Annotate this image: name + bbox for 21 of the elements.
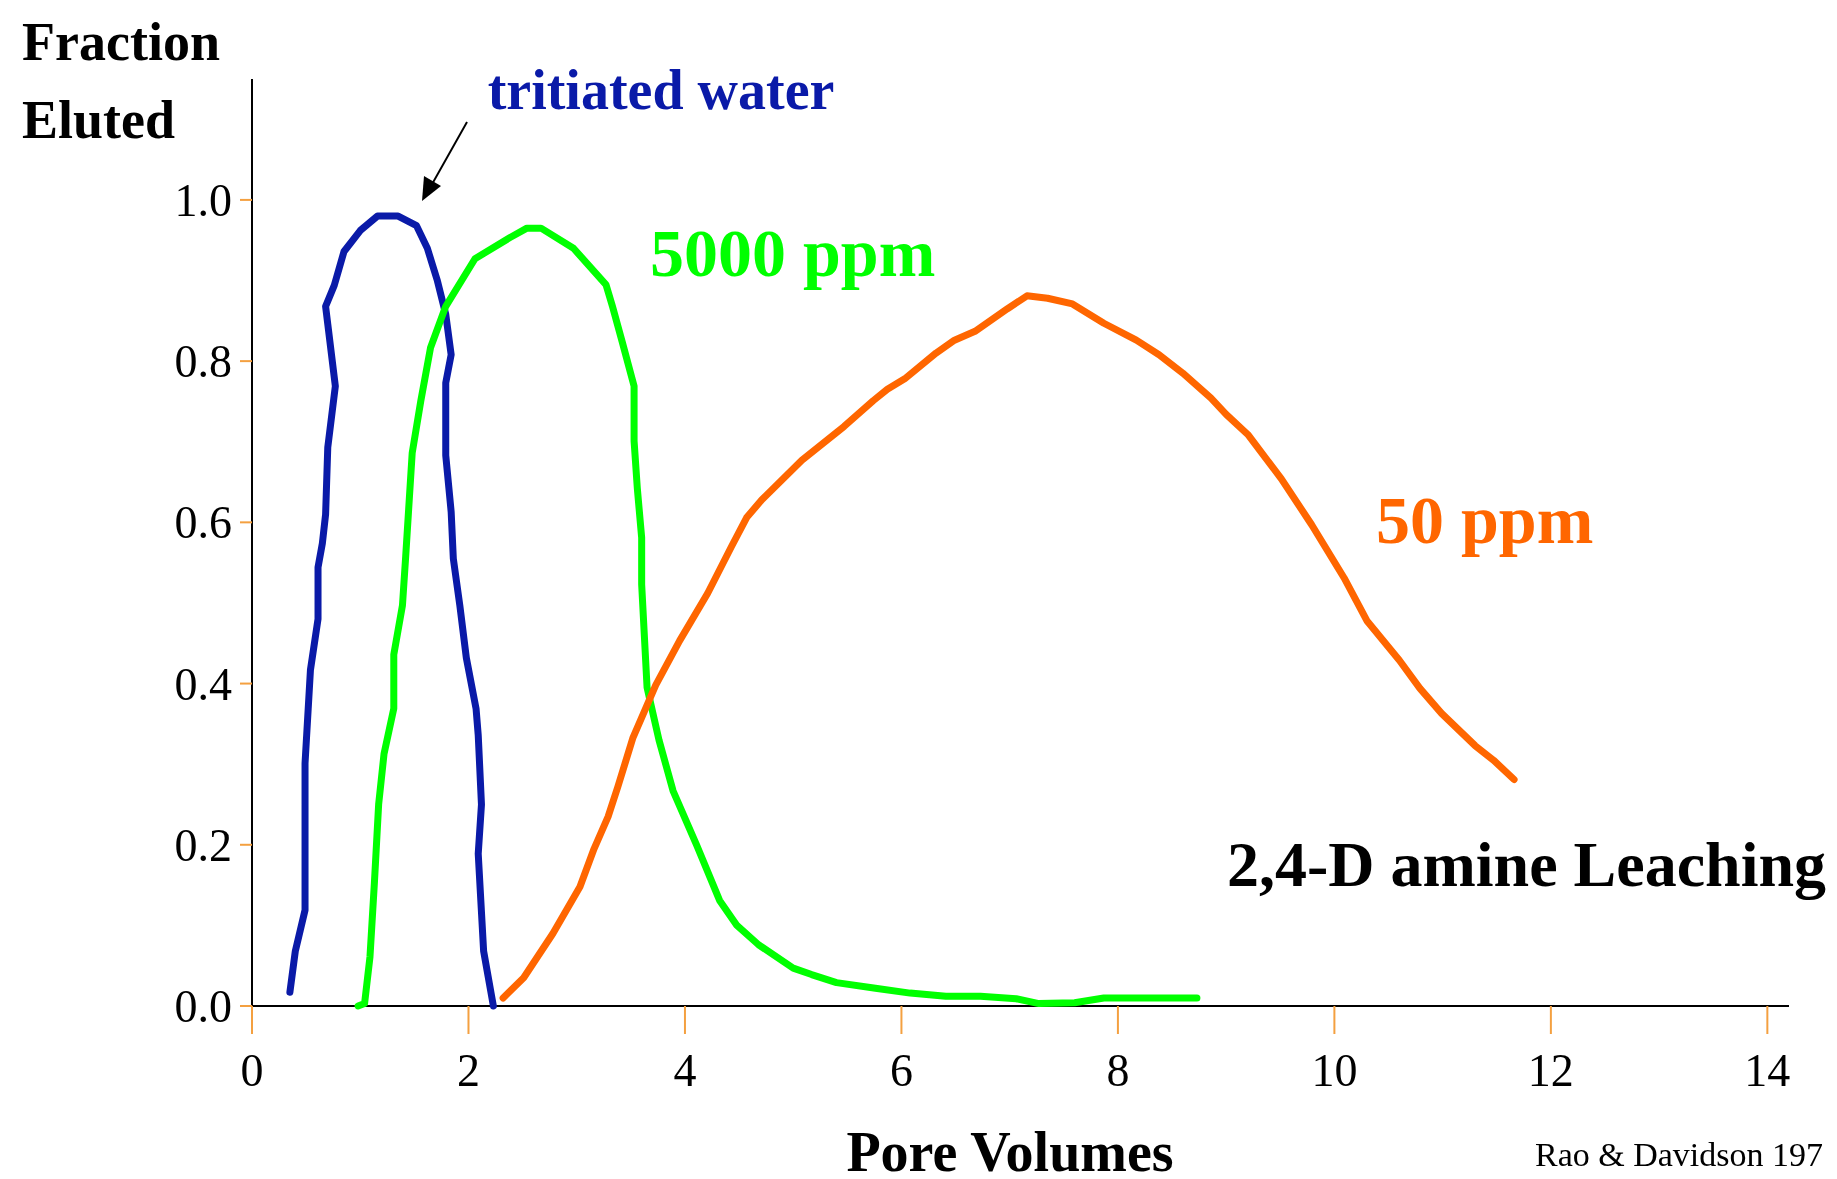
x-tick-label: 8 (1106, 1045, 1130, 1096)
series-label: 50 ppm (1376, 482, 1594, 558)
y-tick-label: 0.4 (174, 658, 232, 710)
x-tick-label: 4 (673, 1045, 697, 1096)
x-tick-label: 6 (889, 1045, 913, 1096)
y-tick-label: 0.6 (174, 497, 232, 549)
y-axis-title: Fraction Eluted (22, 12, 220, 150)
x-tick-label: 10 (1311, 1045, 1358, 1096)
x-tick-label: 14 (1744, 1045, 1791, 1096)
text: tritiated water (487, 59, 835, 121)
y-tick-label: 0.8 (174, 336, 232, 388)
y-tick-label: 0.2 (174, 819, 232, 871)
x-axis-title: Pore Volumes (846, 1121, 1174, 1179)
text: Rao & Davidson 197 (1534, 1136, 1823, 1173)
y-tick-label: 1.0 (174, 175, 232, 227)
x-tick-label: 0 (240, 1045, 264, 1096)
x-tick-label: 2 (456, 1045, 480, 1096)
series-label: 5000 ppm (650, 215, 936, 291)
y-tick-label: 0.0 (174, 981, 232, 1033)
x-tick-label: 12 (1527, 1045, 1574, 1096)
text: 2,4-D amine Leaching (1226, 829, 1826, 900)
